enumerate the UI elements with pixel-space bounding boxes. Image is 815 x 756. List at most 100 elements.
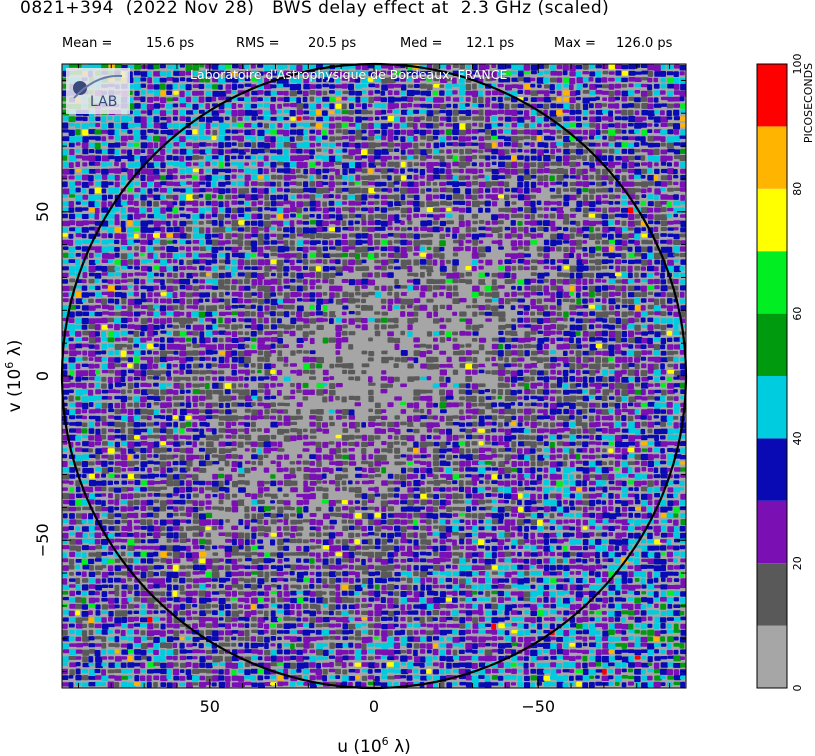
heatmap-cell <box>81 285 88 291</box>
heatmap-cell <box>309 116 315 121</box>
heatmap-cell <box>159 454 167 461</box>
heatmap-cell <box>335 487 341 492</box>
heatmap-cell <box>120 181 126 185</box>
heatmap-cell <box>257 233 264 240</box>
heatmap-cell <box>133 448 141 452</box>
heatmap-cell <box>173 578 178 583</box>
heatmap-cell <box>368 421 376 427</box>
heatmap-cell <box>218 220 224 227</box>
heatmap-cell <box>264 129 271 134</box>
heatmap-cell <box>101 578 107 583</box>
heatmap-cell <box>179 162 188 168</box>
heatmap-cell <box>250 194 259 201</box>
heatmap-cell <box>315 415 323 421</box>
heatmap-cell <box>290 533 296 538</box>
heatmap-cell <box>101 136 107 142</box>
heatmap-cell <box>173 214 179 219</box>
heatmap-cell <box>380 298 387 304</box>
heatmap-cell <box>179 454 185 461</box>
heatmap-cell <box>335 136 343 141</box>
heatmap-cell <box>114 395 121 400</box>
heatmap-cell <box>374 246 380 250</box>
heatmap-cell <box>94 636 102 640</box>
heatmap-cell <box>88 415 97 420</box>
heatmap-cell <box>381 624 389 630</box>
heatmap-cell <box>394 279 399 285</box>
heatmap-cell <box>94 643 102 647</box>
heatmap-cell <box>173 649 179 656</box>
heatmap-cell <box>257 259 265 266</box>
heatmap-cell <box>121 305 127 309</box>
heatmap-cell <box>166 623 173 628</box>
heatmap-cell <box>296 337 304 343</box>
heatmap-cell <box>283 636 292 640</box>
heatmap-cell <box>283 246 290 252</box>
heatmap-cell <box>400 512 407 519</box>
heatmap-cell <box>225 519 230 523</box>
heatmap-cell <box>199 604 206 610</box>
heatmap-cell <box>374 129 381 134</box>
heatmap-cell <box>81 409 88 414</box>
heatmap-cell <box>121 610 128 617</box>
heatmap-cell <box>407 318 414 324</box>
heatmap-cell <box>238 610 244 614</box>
heatmap-cell <box>153 441 160 448</box>
heatmap-cell <box>250 519 258 523</box>
heatmap-cell <box>231 395 237 401</box>
heatmap-cell <box>302 292 309 298</box>
heatmap-cell <box>75 564 81 570</box>
heatmap-cell <box>212 272 219 279</box>
heatmap-cell <box>153 493 161 497</box>
heatmap-cell <box>322 110 328 116</box>
heatmap-cell <box>270 194 277 201</box>
heatmap-cell <box>348 187 356 194</box>
heatmap-cell <box>205 311 213 317</box>
heatmap-cell <box>244 246 251 250</box>
heatmap-cell <box>108 168 116 174</box>
heatmap-cell <box>244 298 252 304</box>
heatmap-cell <box>127 285 133 289</box>
heatmap-cell <box>244 422 251 427</box>
heatmap-cell <box>407 415 413 423</box>
heatmap-cell <box>69 149 75 156</box>
heatmap-cell <box>328 500 336 507</box>
heatmap-cell <box>198 434 206 438</box>
heatmap-cell <box>361 396 370 401</box>
heatmap-cell <box>205 324 214 330</box>
heatmap-cell <box>250 148 258 155</box>
heatmap-cell <box>361 175 369 180</box>
heatmap-cell <box>374 194 380 199</box>
heatmap-cell <box>237 97 246 101</box>
heatmap-cell <box>153 512 160 518</box>
heatmap-cell <box>231 71 239 76</box>
heatmap-cell <box>335 493 342 500</box>
heatmap-cell <box>407 493 415 498</box>
heatmap-cell <box>225 194 232 200</box>
heatmap-cell <box>257 499 265 504</box>
heatmap-cell <box>315 350 322 356</box>
heatmap-cell <box>192 610 198 615</box>
heatmap-cell <box>199 662 206 668</box>
heatmap-cell <box>82 532 88 538</box>
heatmap-cell <box>367 525 373 531</box>
heatmap-cell <box>166 285 174 292</box>
heatmap-cell <box>237 499 246 506</box>
heatmap-cell <box>263 116 271 121</box>
heatmap-cell <box>218 598 226 605</box>
heatmap-cell <box>146 162 155 169</box>
heatmap-cell <box>63 162 69 168</box>
heatmap-cell <box>205 558 213 565</box>
heatmap-cell <box>193 285 199 291</box>
heatmap-cell <box>238 526 244 532</box>
heatmap-cell <box>127 558 134 564</box>
heatmap-cell <box>283 155 290 162</box>
heatmap-cell <box>387 246 396 252</box>
heatmap-cell <box>407 539 413 544</box>
heatmap-cell <box>250 571 259 575</box>
heatmap-cell <box>257 376 265 381</box>
heatmap-cell <box>140 188 146 195</box>
heatmap-cell <box>387 487 395 492</box>
heatmap-cell <box>159 350 168 357</box>
heatmap-cell <box>290 655 297 660</box>
heatmap-cell <box>257 656 263 661</box>
